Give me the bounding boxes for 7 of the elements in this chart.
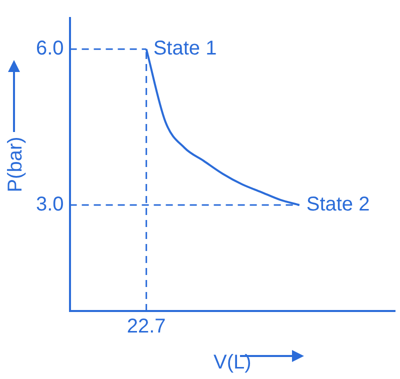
annotation: State 2 [306, 194, 370, 216]
y-tick-label: 6.0 [36, 38, 64, 60]
y-axis-title: P(bar) [4, 136, 27, 192]
x-axis-title: V(L) [214, 352, 252, 374]
x-tick-label: 22.7 [126, 316, 166, 338]
y-tick-label: 3.0 [36, 194, 64, 216]
annotation: State 1 [153, 38, 217, 60]
